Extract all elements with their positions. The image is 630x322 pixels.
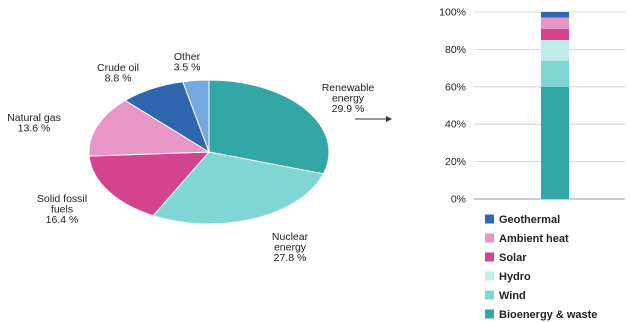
bar-segment-solar xyxy=(541,28,569,41)
pie-slice-renewable-energy xyxy=(208,79,330,175)
legend-label-hydro: Hydro xyxy=(499,271,531,283)
pie-value-natural-gas: 13.6 % xyxy=(18,123,51,135)
legend-label-solar: Solar xyxy=(499,252,527,264)
y-tick-label-100: 100% xyxy=(439,7,466,19)
y-tick-label-40: 40% xyxy=(445,119,466,131)
legend-label-wind: Wind xyxy=(499,290,526,302)
y-tick-label-20: 20% xyxy=(445,156,466,168)
legend-swatch-wind xyxy=(485,290,494,300)
pie-label-crude-oil-0: Crude oil xyxy=(97,62,139,74)
stacked-bar-chart: 0% 20% 40% 60% 80% 100% xyxy=(439,7,625,206)
legend-swatch-hydro xyxy=(485,271,494,281)
pie-label-renewable-energy-0: Renewable xyxy=(322,82,375,94)
pie-label-solid-fossil-fuels-0: Solid fossil xyxy=(37,193,87,205)
pie-label-nuclear-energy-0: Nuclear xyxy=(272,231,309,243)
bar-segment-hydro xyxy=(541,40,569,61)
bar-segment-wind xyxy=(541,60,569,87)
pie-label-solid-fossil-fuels-1: fuels xyxy=(51,204,73,216)
y-tick-label-0: 0% xyxy=(451,194,466,206)
pie-label-natural-gas-0: Natural gas xyxy=(7,112,61,124)
legend-swatch-geothermal xyxy=(485,214,494,224)
arrow-head xyxy=(386,116,392,122)
pie-label-other-0: Other xyxy=(174,51,201,63)
legend: Geothermal Ambient heat Solar Hydro Wind Bioe… xyxy=(485,214,597,321)
pie-value-nuclear-energy: 27.8 % xyxy=(274,252,307,264)
pie-label-renewable-energy-1: energy xyxy=(332,93,365,105)
legend-label-bioenergy-waste: Bioenergy & waste xyxy=(499,309,597,321)
bar-segment-geothermal xyxy=(541,12,569,18)
pie-slice-solid-fossil-fuels xyxy=(88,151,211,217)
pie-slice-other xyxy=(182,79,210,153)
pie-value-renewable-energy: 29.9 % xyxy=(332,103,365,115)
bar-segment-bioenergy-waste xyxy=(541,86,569,199)
legend-swatch-solar xyxy=(485,252,494,262)
pie-chart xyxy=(88,79,330,225)
renewable-arrow xyxy=(355,116,392,122)
legend-label-ambient-heat: Ambient heat xyxy=(499,233,569,245)
y-tick-label-60: 60% xyxy=(445,81,466,93)
pie-value-crude-oil: 8.8 % xyxy=(105,73,132,85)
pie-slice-nuclear-energy xyxy=(152,151,325,225)
pie-label-nuclear-energy-1: energy xyxy=(274,242,307,254)
pie-value-other: 3.5 % xyxy=(174,62,201,74)
legend-label-geothermal: Geothermal xyxy=(499,214,560,226)
bar-segment-ambient-heat xyxy=(541,17,569,29)
y-tick-label-80: 80% xyxy=(445,44,466,56)
pie-slice-natural-gas xyxy=(88,99,211,157)
legend-swatch-bioenergy-waste xyxy=(485,309,494,319)
legend-swatch-ambient-heat xyxy=(485,233,494,243)
pie-value-solid-fossil-fuels: 16.4 % xyxy=(46,214,79,226)
